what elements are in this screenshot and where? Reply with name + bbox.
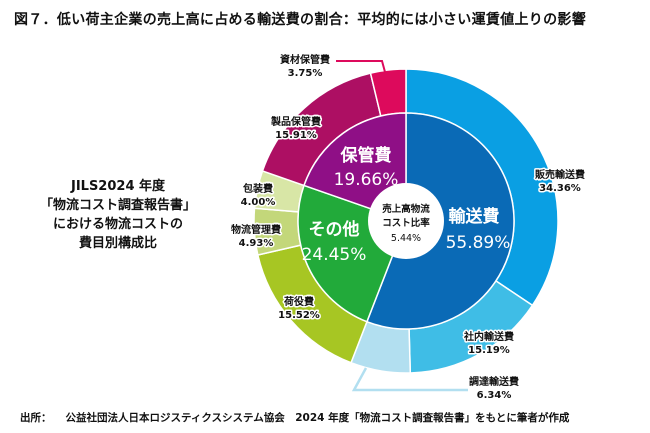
outer-label-pct: 4.00% (241, 197, 276, 208)
center-value: 5.44% (391, 233, 421, 244)
center-label-line1: 売上高物流 (382, 203, 430, 215)
outer-ring (253, 68, 559, 374)
outer-label-name: 荷役費 (283, 295, 314, 308)
leader-line-chotatsu (351, 367, 468, 392)
side-caption-line: 「物流コスト調査報告書」 (39, 198, 196, 213)
inner-label-pct: 55.89% (446, 233, 511, 253)
outer-label-name: 販売輸送費 (535, 168, 585, 181)
outer-label-pct: 3.75% (288, 68, 323, 79)
side-caption-line: JILS2024 年度 (70, 179, 166, 194)
inner-label-pct: 24.45% (302, 245, 367, 265)
side-caption: JILS2024 年度 「物流コスト調査報告書」 における物流コストの 費目別構… (28, 177, 208, 253)
outer-label-name: 調達輸送費 (469, 375, 519, 388)
inner-label-name: 保管費 (340, 145, 392, 166)
outer-label-name: 製品保管費 (270, 115, 321, 128)
outer-label-name: 包装費 (243, 182, 273, 195)
center-circle (368, 183, 444, 259)
outer-label-pct: 6.34% (477, 390, 512, 401)
outer-label-name: 資材保管費 (280, 53, 330, 66)
side-caption-line: における物流コストの (52, 217, 183, 232)
leader-line-shizai (336, 60, 386, 73)
outer-label-pct: 34.36% (539, 183, 581, 194)
inner-label-name: その他 (309, 219, 360, 240)
center-label-line2: コスト比率 (382, 217, 430, 229)
source-note: 出所： 公益社団法人日本ロジスティクスシステム協会 2024 年度「物流コスト調査… (20, 410, 569, 425)
outer-label-pct: 15.52% (278, 310, 320, 321)
inner-label-name: 輸送費 (449, 206, 500, 227)
figure-title: 図７．低い荷主企業の売上高に占める輸送費の割合：平均的には小さい運賃値上りの影響 (14, 12, 586, 28)
side-caption-line: 費目別構成比 (78, 236, 157, 251)
outer-label-pct: 15.19% (468, 345, 510, 356)
source-label: 出所： (20, 412, 52, 424)
outer-label-pct: 4.93% (239, 238, 274, 249)
outer-label-name: 社内輸送費 (463, 330, 514, 343)
outer-label-pct: 15.91% (275, 130, 317, 141)
source-text: 公益社団法人日本ロジスティクスシステム協会 2024 年度「物流コスト調査報告書… (65, 412, 570, 424)
inner-label-pct: 19.66% (334, 170, 399, 190)
outer-label-name: 物流管理費 (231, 223, 281, 236)
